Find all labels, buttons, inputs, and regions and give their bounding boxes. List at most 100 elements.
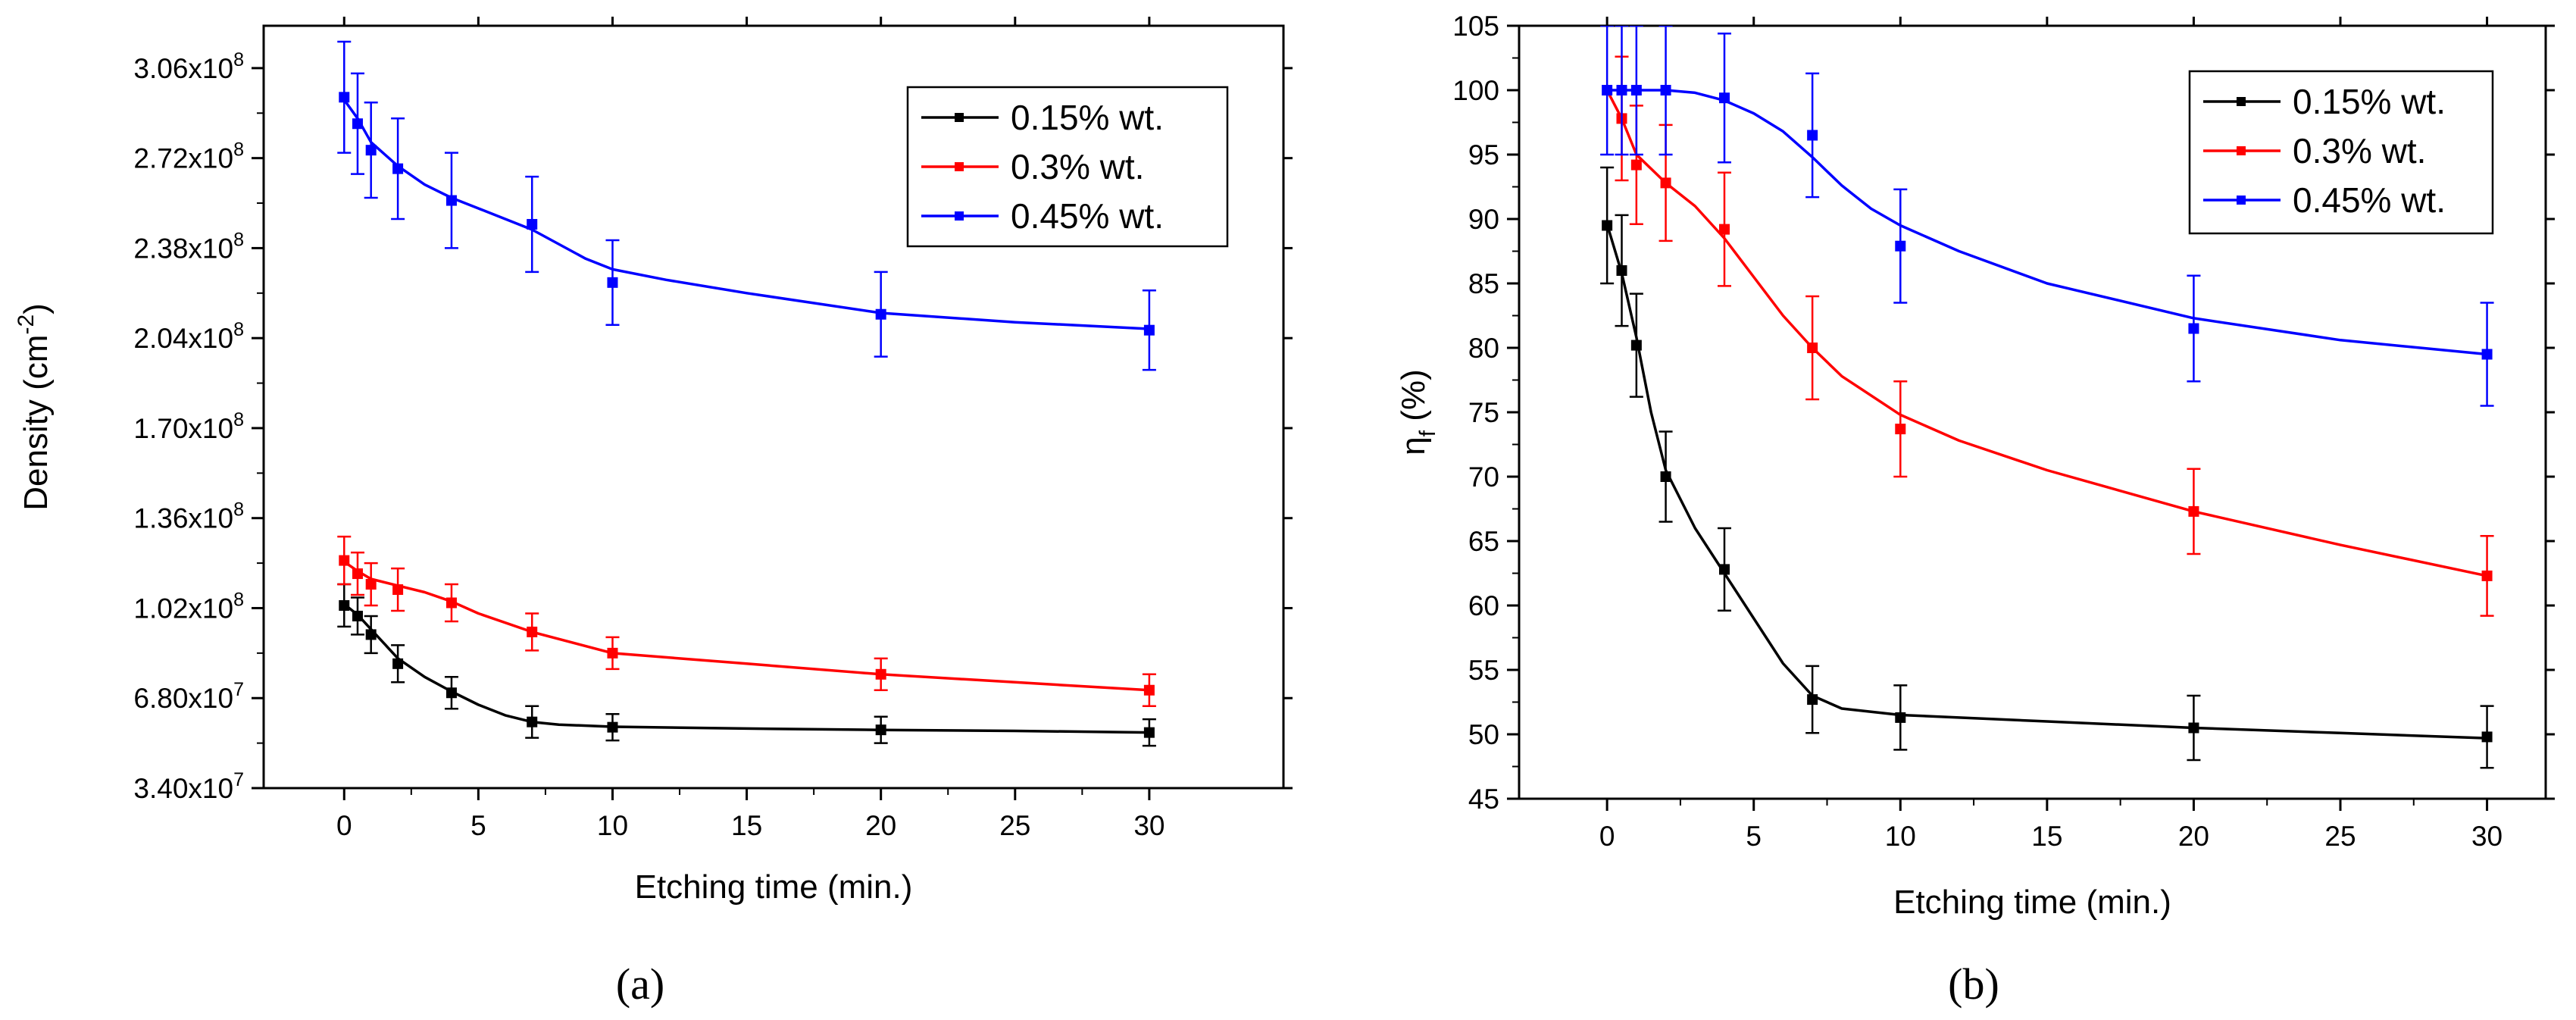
- x-tick-label: 25: [2324, 821, 2356, 852]
- y-tick-label: 75: [1468, 397, 1499, 428]
- x-tick-label: 20: [2178, 821, 2209, 852]
- data-point: [352, 610, 363, 621]
- y-tick-label: 2.72x108: [133, 139, 244, 174]
- data-point: [2481, 731, 2493, 743]
- x-axis-label: Etching time (min.): [635, 868, 913, 906]
- data-point: [1895, 712, 1906, 723]
- series-0: [1600, 166, 2494, 769]
- x-tick-label: 0: [1599, 821, 1615, 852]
- x-tick-label: 10: [597, 810, 628, 841]
- y-tick-label: 2.04x108: [133, 319, 244, 354]
- y-tick-label: 45: [1468, 784, 1499, 815]
- legend-label: 0.3% wt.: [1011, 147, 1144, 186]
- data-point: [365, 629, 377, 640]
- legend-swatch-marker: [2237, 196, 2246, 205]
- legend-label: 0.45% wt.: [1011, 196, 1164, 236]
- y-axis-label: ηf (%): [1395, 369, 1440, 455]
- data-point: [527, 218, 538, 230]
- data-point: [2481, 570, 2493, 581]
- data-point: [1660, 85, 1671, 95]
- chart-panel-b: 0 5 10 15 20 25 30 45 50 55 60 65 70 75 80 85 90 95 100 105…: [1395, 11, 2555, 1009]
- data-point: [365, 579, 377, 590]
- data-point: [527, 716, 538, 727]
- data-point: [352, 568, 363, 580]
- data-point: [1660, 471, 1671, 482]
- x-tick-label: 25: [999, 810, 1030, 841]
- x-tick-label: 5: [1746, 821, 1762, 852]
- chart-panel-a: 0 5 10 15 20 25 30 3.40x107 6.80x107 1.02x108 1.36…: [14, 17, 1293, 1009]
- data-point: [875, 724, 886, 736]
- x-axis-label: Etching time (min.): [1893, 884, 2171, 921]
- data-point: [1807, 130, 1818, 141]
- data-point: [527, 626, 538, 637]
- data-point: [1602, 220, 1613, 231]
- legend-label: 0.15% wt.: [2293, 82, 2446, 121]
- y-tick-label: 95: [1468, 139, 1499, 171]
- panel-label: (b): [1948, 959, 1999, 1009]
- x-tick-label: 30: [2471, 821, 2503, 852]
- legend-label: 0.15% wt.: [1011, 98, 1164, 137]
- data-point: [392, 163, 404, 174]
- data-point: [1660, 177, 1671, 189]
- data-point: [365, 145, 377, 156]
- y-tick-label: 100: [1452, 75, 1499, 106]
- y-tick-label: 55: [1468, 655, 1499, 686]
- series-line: [1605, 89, 2487, 577]
- data-point: [352, 118, 363, 130]
- data-point: [607, 721, 618, 733]
- series-0: [337, 583, 1156, 747]
- data-point: [1895, 240, 1906, 252]
- data-point: [1143, 727, 1155, 738]
- data-point: [445, 195, 457, 206]
- x-tick-label: 15: [2031, 821, 2062, 852]
- data-point: [1719, 224, 1730, 235]
- legend: 0.15% wt. 0.3% wt. 0.45% wt.: [906, 86, 1229, 248]
- plot-frame: [262, 24, 1285, 790]
- data-point: [1630, 159, 1642, 171]
- y-axis-label: Density (cm-2): [14, 303, 55, 511]
- data-point: [875, 668, 886, 680]
- y-tick-label: 60: [1468, 590, 1499, 621]
- y-tick-label: 3.06x108: [133, 49, 244, 84]
- y-tick-label: 70: [1468, 462, 1499, 493]
- series-1: [337, 535, 1156, 707]
- data-point: [1719, 92, 1730, 104]
- y-tick-label: 1.70x108: [133, 409, 244, 444]
- data-point: [339, 92, 350, 103]
- data-point: [1630, 85, 1642, 95]
- legend-label: 0.45% wt.: [2293, 180, 2446, 220]
- series-2: [337, 40, 1156, 371]
- data-point: [2188, 722, 2199, 734]
- data-point: [1895, 424, 1906, 435]
- data-point: [1807, 694, 1818, 706]
- data-point: [2188, 323, 2199, 334]
- legend: 0.15% wt. 0.3% wt. 0.45% wt.: [2188, 70, 2494, 235]
- x-tick-label: 20: [865, 810, 896, 841]
- series-line: [1607, 89, 2487, 356]
- data-point: [445, 687, 457, 699]
- y-tick-label: 105: [1452, 11, 1499, 42]
- series-line: [1605, 224, 2487, 740]
- x-tick-label: 5: [470, 810, 486, 841]
- y-tick-label: 6.80x107: [133, 679, 244, 714]
- data-point: [1616, 265, 1627, 276]
- data-point: [2188, 505, 2199, 517]
- data-point: [1143, 324, 1155, 336]
- data-point: [1807, 343, 1818, 353]
- data-point: [445, 597, 457, 609]
- data-point: [607, 647, 618, 659]
- y-tick-label: 50: [1468, 719, 1499, 750]
- x-tick-label: 30: [1133, 810, 1165, 841]
- data-point: [1630, 339, 1642, 351]
- legend-swatch-marker: [2237, 97, 2246, 106]
- data-point: [339, 599, 350, 611]
- data-point: [607, 277, 618, 288]
- legend-swatch-marker: [955, 113, 964, 122]
- data-point: [392, 658, 404, 669]
- x-tick-label: 10: [1885, 821, 1916, 852]
- legend-swatch-marker: [955, 162, 964, 171]
- y-tick-label: 1.36x108: [133, 499, 244, 534]
- data-point: [1143, 684, 1155, 696]
- y-tick-label: 65: [1468, 526, 1499, 557]
